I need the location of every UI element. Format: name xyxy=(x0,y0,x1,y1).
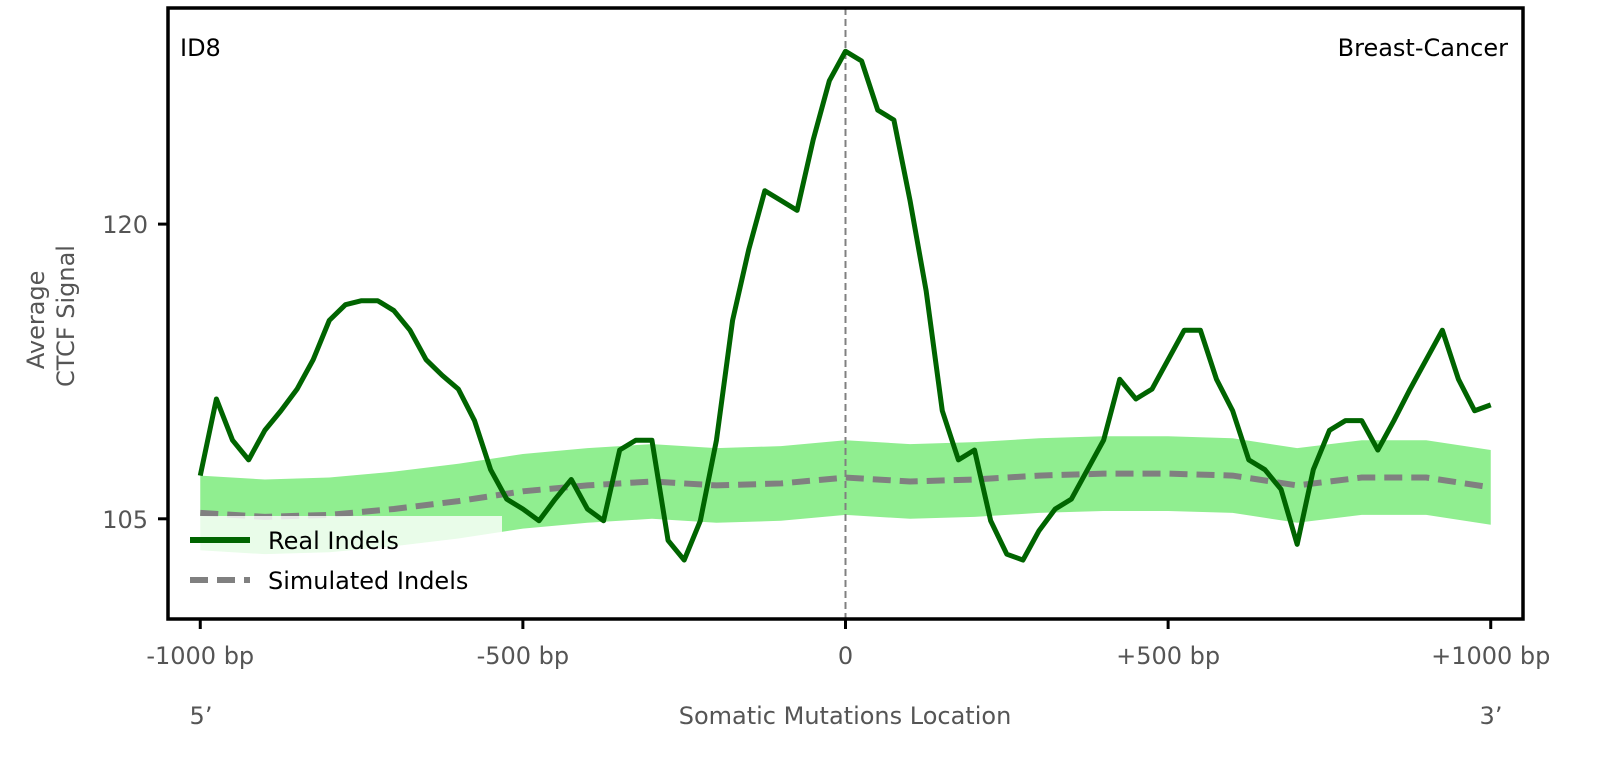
legend-label-simulated: Simulated Indels xyxy=(268,567,468,595)
y-axis-label-line2: CTCF Signal xyxy=(52,245,80,387)
x-axis: -1000 bp -500 bp 0 +500 bp +1000 bp xyxy=(146,619,1550,670)
x-tick-label: +500 bp xyxy=(1116,642,1220,670)
x-axis-label: Somatic Mutations Location xyxy=(679,702,1012,730)
y-axis-label-line1: Average xyxy=(22,271,50,370)
cancer-type-label: Breast-Cancer xyxy=(1338,34,1508,62)
real-indels-line xyxy=(197,48,1492,563)
five-prime-label: 5’ xyxy=(190,702,213,730)
legend-box xyxy=(182,516,502,608)
y-tick-label: 105 xyxy=(102,506,148,534)
three-prime-label: 3’ xyxy=(1480,702,1503,730)
panel-label: ID8 xyxy=(180,34,221,62)
x-tick-label: +1000 bp xyxy=(1431,642,1550,670)
x-tick-label: -500 bp xyxy=(477,642,570,670)
x-tick-label: -1000 bp xyxy=(146,642,254,670)
real-line-layer xyxy=(197,48,1492,563)
y-axis: 105 120 xyxy=(102,211,168,534)
y-tick-label: 120 xyxy=(102,211,148,239)
legend: Real Indels Simulated Indels xyxy=(182,516,502,608)
svg-text:Average CTCF Signal: Average CTCF Signal xyxy=(22,245,80,387)
legend-label-real: Real Indels xyxy=(268,527,399,555)
x-tick-label: 0 xyxy=(838,642,853,670)
